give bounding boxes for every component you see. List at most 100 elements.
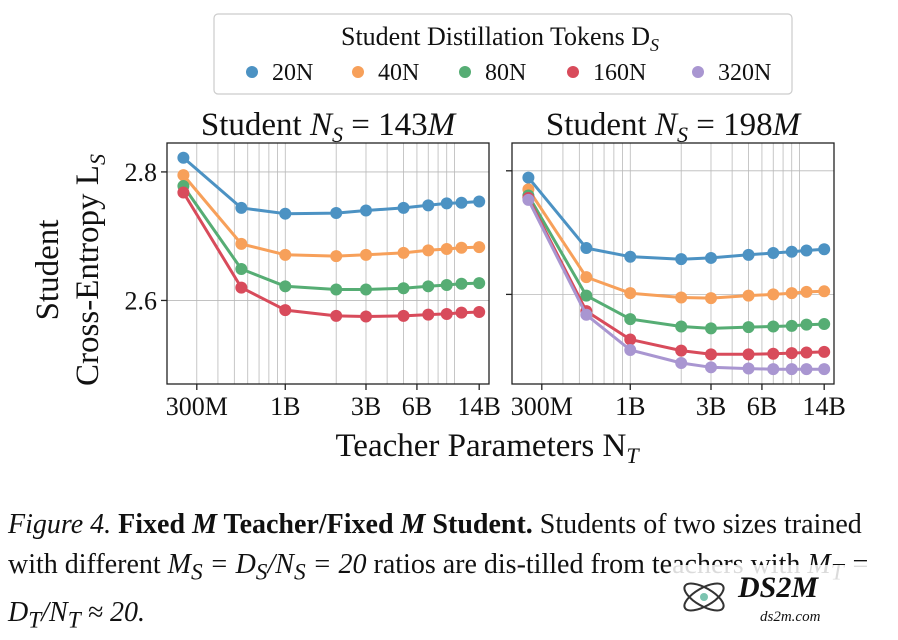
- point-40N-7: [440, 243, 453, 256]
- series-line-80N: [182, 185, 480, 291]
- point-320N-4: [704, 361, 717, 374]
- x-tick-label: 6B: [402, 392, 432, 421]
- point-20N-1: [580, 242, 593, 255]
- x-tick-label: 3B: [351, 392, 381, 421]
- watermark-brand: DS2M: [737, 571, 819, 604]
- point-20N-4: [704, 251, 717, 264]
- legend-entries: 20N 40N 80N 160N 320N: [246, 60, 771, 86]
- point-40N-4: [359, 248, 372, 261]
- point-320N-9: [818, 363, 831, 376]
- point-80N-6: [422, 280, 435, 293]
- series-line-20N: [527, 176, 825, 261]
- point-320N-6: [767, 363, 780, 376]
- watermark-url: ds2m.com: [760, 609, 821, 625]
- point-20N-2: [279, 207, 292, 220]
- legend-label-40N: 40N: [378, 60, 419, 86]
- point-160N-6: [767, 347, 780, 360]
- panel-2-title: Student NS = 198M: [546, 107, 802, 147]
- series-line-320N: [527, 199, 825, 371]
- point-20N-9: [473, 195, 486, 208]
- point-20N-3: [330, 207, 343, 220]
- point-160N-2: [279, 304, 292, 317]
- series-line-40N: [527, 188, 825, 300]
- y-tick-label: 2.6: [125, 286, 158, 315]
- point-80N-4: [359, 283, 372, 296]
- legend-marker-40N: [352, 66, 364, 78]
- point-80N-2: [279, 280, 292, 293]
- x-tick-label: 14B: [458, 392, 501, 421]
- point-160N-8: [800, 346, 813, 359]
- y-tick-label: 2.8: [125, 158, 158, 187]
- x-tick-label: 1B: [615, 392, 645, 421]
- point-40N-6: [767, 288, 780, 301]
- point-20N-0: [177, 151, 190, 164]
- point-160N-1: [235, 281, 248, 294]
- point-20N-7: [440, 197, 453, 210]
- series-line-160N: [182, 191, 480, 318]
- y-axis-label-line1: Student: [30, 220, 66, 321]
- point-40N-1: [235, 237, 248, 250]
- point-160N-6: [422, 308, 435, 321]
- point-80N-5: [397, 282, 410, 295]
- point-40N-2: [624, 287, 637, 300]
- point-20N-8: [800, 244, 813, 257]
- point-40N-8: [800, 285, 813, 298]
- point-160N-7: [785, 347, 798, 360]
- point-20N-2: [624, 250, 637, 263]
- point-80N-2: [624, 313, 637, 326]
- point-160N-9: [473, 306, 486, 319]
- point-20N-4: [359, 204, 372, 217]
- watermark-logo: DS2M ds2m.com: [672, 565, 892, 629]
- legend-label-320N: 320N: [718, 60, 771, 86]
- point-40N-5: [397, 246, 410, 259]
- legend-marker-320N: [692, 66, 704, 78]
- point-80N-7: [440, 279, 453, 292]
- point-20N-0: [522, 171, 535, 184]
- point-40N-6: [422, 244, 435, 257]
- point-160N-5: [742, 348, 755, 361]
- point-80N-9: [473, 277, 486, 290]
- point-20N-9: [818, 243, 831, 256]
- series-line-80N: [527, 194, 825, 330]
- point-160N-9: [818, 345, 831, 358]
- point-320N-8: [800, 363, 813, 376]
- legend-label-20N: 20N: [272, 60, 313, 86]
- caption-bold-title: Fixed M Teacher/Fixed M Student.: [118, 509, 533, 540]
- point-40N-9: [473, 241, 486, 254]
- x-tick-label: 6B: [747, 392, 777, 421]
- point-80N-3: [330, 283, 343, 296]
- point-40N-3: [675, 291, 688, 304]
- point-80N-5: [742, 321, 755, 334]
- atom-icon: [683, 582, 725, 612]
- legend-label-160N: 160N: [593, 60, 646, 86]
- point-80N-6: [767, 320, 780, 333]
- point-80N-8: [455, 277, 468, 290]
- point-40N-9: [818, 285, 831, 298]
- y-axis-label: Student Cross-Entropy LS: [30, 154, 110, 386]
- caption-fig-label: Figure 4.: [8, 509, 112, 540]
- point-320N-5: [742, 362, 755, 375]
- panel-1: 2.8 2.6 300M 1B 3B 6B 14B: [125, 142, 501, 421]
- x-tick-label: 1B: [270, 392, 300, 421]
- point-320N-1: [580, 308, 593, 321]
- x-tick-label: 3B: [696, 392, 726, 421]
- point-20N-8: [455, 196, 468, 209]
- axes-frame: [511, 142, 835, 385]
- point-40N-8: [455, 241, 468, 254]
- legend-marker-80N: [459, 66, 471, 78]
- point-320N-0: [522, 193, 535, 206]
- point-160N-5: [397, 309, 410, 322]
- panel-1-title: Student NS = 143M: [201, 107, 457, 147]
- caption-text-1: Students of two sizes trained with diffe…: [8, 509, 862, 580]
- point-40N-1: [580, 271, 593, 284]
- point-80N-4: [704, 322, 717, 335]
- point-320N-7: [785, 363, 798, 376]
- series-line-160N: [527, 197, 825, 356]
- x-tick-label: 300M: [166, 392, 228, 421]
- panel-2: 300M 1B 3B 6B 14B: [506, 142, 846, 421]
- point-40N-0: [177, 169, 190, 182]
- x-tick-label: 300M: [511, 392, 573, 421]
- point-160N-3: [675, 344, 688, 357]
- figure-caption: Figure 4. Fixed M Teacher/Fixed M Studen…: [8, 505, 892, 640]
